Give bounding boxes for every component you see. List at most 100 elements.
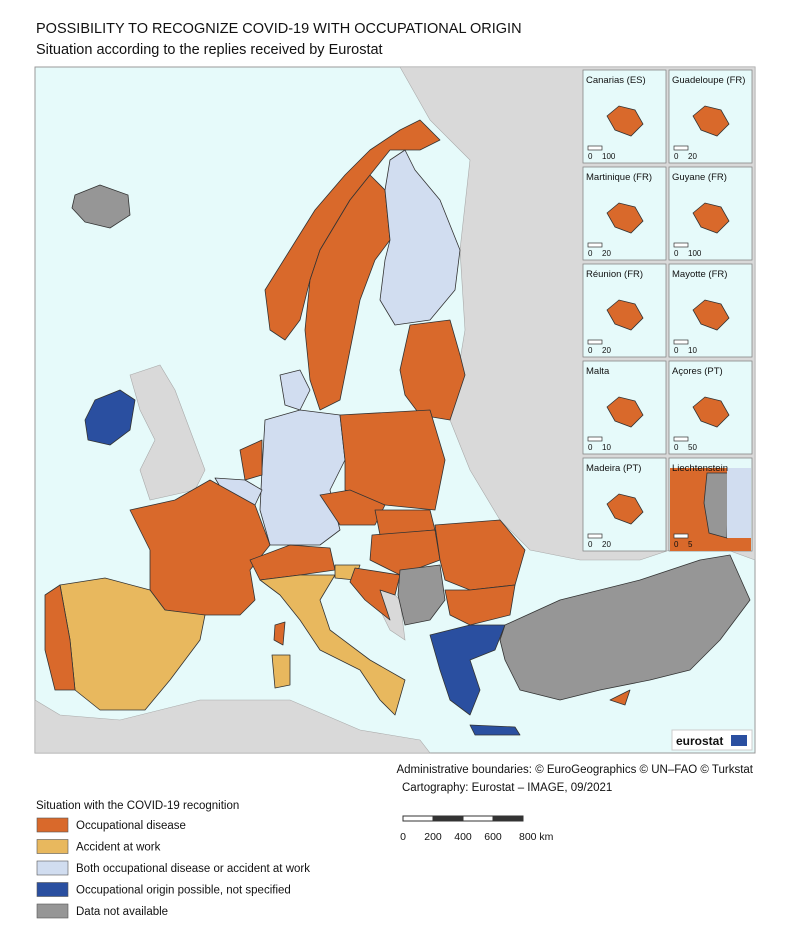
inset-scale-label: 20: [602, 540, 611, 549]
legend-title: Situation with the COVID-19 recognition: [36, 800, 239, 812]
cyprus: [609, 689, 631, 706]
inset-scale: [587, 533, 603, 539]
sweden: [304, 174, 391, 411]
inset-land: [692, 105, 730, 137]
inset-scale: [673, 436, 689, 442]
greece: [429, 624, 506, 716]
poland: [339, 409, 446, 511]
baltics: [399, 319, 466, 421]
inset-scale-label: 0: [588, 249, 593, 258]
inset-scale: [673, 145, 689, 151]
inset-label: Réunion (FR): [586, 269, 643, 280]
inset-land: [606, 105, 644, 137]
inset-scale-label: 0: [588, 443, 593, 452]
logo: eurostat: [676, 734, 723, 748]
inset-scale-label: 20: [602, 249, 611, 258]
inset-label: Guadeloupe (FR): [672, 75, 745, 86]
legend-label: Accident at work: [76, 842, 161, 854]
inset-scale: [673, 533, 689, 539]
eu-flag: [731, 735, 747, 746]
legend-swatch: [36, 839, 69, 854]
italy: [259, 574, 406, 716]
africa: [34, 699, 431, 754]
inset-label: Madeira (PT): [586, 463, 641, 474]
scale-label: 800 km: [519, 831, 554, 843]
legend-label: Occupational disease: [76, 820, 186, 832]
sardinia: [271, 654, 291, 689]
inset-scale-label: 100: [602, 152, 616, 161]
inset-scale-label: 0: [674, 152, 679, 161]
legend-label: Occupational origin possible, not specif…: [76, 885, 291, 897]
turkey: [499, 554, 751, 701]
inset-scale-label: 0: [588, 346, 593, 355]
legend: Occupational disease Accident at work Both…: [36, 817, 310, 919]
inset-land: [606, 299, 644, 331]
subtitle: Situation according to the replies recei…: [36, 42, 383, 58]
legend-swatch: [36, 860, 69, 876]
inset-label: Canarias (ES): [586, 75, 646, 86]
scale-label: 0: [400, 831, 406, 843]
inset-label: Guyane (FR): [672, 172, 727, 183]
germany: [259, 409, 346, 546]
iceland: [71, 184, 131, 229]
scale-labels: 0 200 400 600 800 km: [400, 831, 554, 843]
scale-label: 400: [454, 831, 472, 843]
credit: Administrative boundaries: © EuroGeograp…: [396, 764, 753, 776]
scale-label: 200: [424, 831, 442, 843]
legend-swatch: [36, 882, 69, 897]
inset-label: Açores (PT): [672, 366, 723, 377]
inset-scale-label: 20: [602, 346, 611, 355]
inset-scale-label: 0: [674, 346, 679, 355]
inset-scale-label: 100: [688, 249, 702, 258]
inset-scale-label: 0: [674, 443, 679, 452]
bulgaria: [444, 584, 516, 626]
inset-land: [606, 493, 644, 525]
ireland: [84, 389, 136, 446]
inset-scale: [673, 242, 689, 248]
inset-label: Malta: [586, 366, 610, 377]
inset-land: [692, 202, 730, 234]
inset-scale: [587, 145, 603, 151]
norway: [264, 119, 441, 341]
crete: [469, 724, 521, 736]
finland: [379, 149, 461, 326]
inset-scale: [587, 242, 603, 248]
scale-bar: [402, 815, 524, 822]
netherlands: [239, 439, 263, 481]
scale-seg: [462, 815, 494, 822]
inset-scale: [587, 339, 603, 345]
corsica: [273, 621, 286, 646]
inset-land: [606, 202, 644, 234]
inset-scale-label: 0: [588, 152, 593, 161]
title: POSSIBILITY TO RECOGNIZE COVID-19 WITH O…: [36, 21, 522, 37]
legend-label: Both occupational disease or accident at…: [76, 863, 310, 875]
scale-seg: [492, 815, 524, 822]
legend-swatch: [36, 817, 69, 833]
inset-land: [727, 468, 751, 538]
inset-label: Liechtenstein: [672, 463, 728, 474]
inset-scale-label: 0: [674, 249, 679, 258]
inset-land: [703, 472, 730, 539]
inset-scale-label: 5: [688, 540, 693, 549]
inset-scale-label: 10: [602, 443, 611, 452]
inset-label: Martinique (FR): [586, 172, 652, 183]
inset-scale-label: 20: [688, 152, 697, 161]
inset-scale-label: 0: [588, 540, 593, 549]
inset-scale-label: 0: [674, 540, 679, 549]
inset-scale: [587, 436, 603, 442]
inset-land: [606, 396, 644, 428]
serbia: [397, 564, 446, 626]
inset-label: Mayotte (FR): [672, 269, 727, 280]
legend-swatch: [36, 903, 69, 919]
scale-seg: [432, 815, 464, 822]
denmark: [279, 369, 311, 411]
scale-seg: [402, 815, 434, 822]
legend-label: Data not available: [76, 906, 168, 918]
inset-scale-label: 10: [688, 346, 697, 355]
inset-land: [692, 396, 730, 428]
inset-scale-label: 50: [688, 443, 697, 452]
inset-land: [692, 299, 730, 331]
portugal: [44, 584, 76, 691]
